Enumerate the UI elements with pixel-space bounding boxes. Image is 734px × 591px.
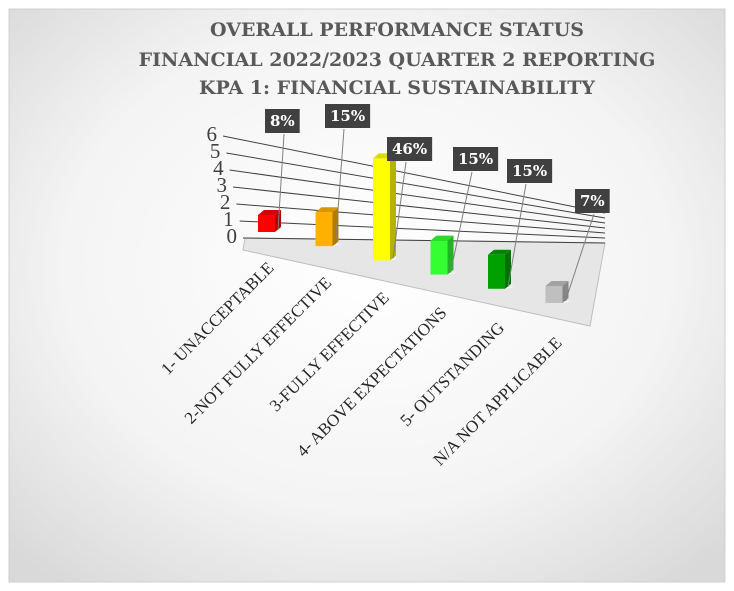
bar [488,254,505,289]
grid-line [242,237,606,244]
data-label: 15% [458,150,493,168]
bar-side [332,207,339,247]
bar-top [430,235,454,241]
bar [430,240,448,275]
leader-line [450,171,473,273]
y-tick-label: 1 [223,207,234,231]
data-label-box [575,189,610,213]
bar-side [390,153,396,261]
y-tick-label: 4 [213,156,224,180]
grid-line [236,203,606,234]
bar-side [447,235,454,275]
data-label-box [325,104,371,128]
y-tick-label: 3 [217,173,228,197]
grid-line [229,169,606,224]
data-label-box [387,137,433,161]
bar [545,286,563,303]
data-label: 7% [580,192,605,210]
grid-line [226,152,606,219]
chart-title: KPA 1: FINANCIAL SUSTAINABILITY [199,77,595,99]
bar [258,215,275,232]
chart-title: OVERALL PERFORMANCE STATUS [210,19,584,41]
y-tick-label: 0 [227,224,238,248]
bar-side [505,249,511,289]
bar [315,212,333,247]
bar-top [258,210,281,215]
data-label: 15% [330,107,365,125]
data-label: 15% [512,162,547,180]
data-label: 8% [270,112,295,130]
data-label: 46% [392,140,427,158]
leader-line [507,183,527,287]
data-label-box [507,159,553,183]
data-label-box [265,109,300,133]
chart-title: FINANCIAL 2022/2023 QUARTER 2 REPORTING [139,49,656,71]
leader-line [392,161,407,259]
leader-line [565,213,595,302]
y-tick-label: 2 [220,190,231,214]
bar-top [315,207,339,213]
grid-line [239,220,606,239]
grid-line [232,186,606,229]
bar-top [545,281,569,286]
bar [373,158,390,261]
leader-line [335,128,345,245]
bar-side [275,210,281,232]
y-tick-label: 5 [210,139,221,163]
y-tick-label: 6 [207,122,218,146]
data-label-box [453,147,499,171]
leader-line [277,133,285,231]
grid-line [222,135,606,214]
bar-top [488,249,511,255]
